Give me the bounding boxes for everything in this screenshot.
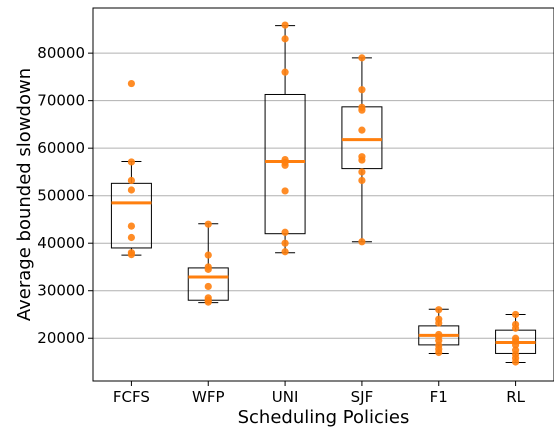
data-point: [127, 176, 136, 185]
data-point: [358, 126, 366, 134]
y-tick-label: 30000: [37, 282, 85, 300]
data-point: [127, 251, 136, 259]
x-tick-label: F1: [430, 388, 448, 406]
plot-area-frame: [92, 7, 554, 382]
data-point: [281, 161, 289, 169]
x-axis-title: Scheduling Policies: [238, 407, 410, 428]
data-point: [127, 79, 136, 88]
x-tick-label: WFP: [192, 388, 225, 406]
y-axis-title: Average bounded slowdown: [14, 68, 35, 321]
y-tick-label: 60000: [37, 139, 85, 157]
grid-lines: [93, 52, 554, 339]
data-point: [281, 21, 289, 29]
x-tick-label: SJF: [351, 388, 374, 406]
data-point: [435, 319, 443, 327]
data-point: [281, 228, 289, 236]
data-point: [358, 54, 366, 62]
data-point: [358, 168, 366, 176]
data-point: [281, 239, 289, 247]
data-point: [204, 298, 212, 306]
box-plots: [110, 25, 537, 363]
y-tick-label: 80000: [37, 44, 85, 62]
data-point: [511, 310, 520, 319]
x-axis-ticks: FCFS WFP UNI SJF F1 RL: [113, 381, 526, 406]
y-tick-label: 70000: [37, 92, 85, 110]
data-point: [358, 238, 366, 246]
data-point: [204, 265, 212, 273]
data-point: [358, 86, 366, 94]
y-tick-label: 50000: [37, 187, 85, 205]
data-point: [358, 176, 366, 185]
data-point: [127, 186, 136, 194]
data-point: [127, 233, 136, 242]
data-point: [204, 220, 212, 228]
data-point: [435, 306, 443, 314]
x-tick-label: RL: [506, 388, 525, 406]
x-tick-label: FCFS: [113, 388, 150, 406]
data-point: [511, 358, 520, 366]
data-point: [204, 251, 212, 259]
y-axis-ticks: 20000 30000 40000 50000 60000 70000 80000: [37, 44, 93, 347]
x-tick-label: UNI: [272, 388, 299, 406]
data-point: [127, 158, 136, 166]
data-point: [281, 68, 289, 76]
data-point: [358, 156, 366, 164]
data-point: [281, 35, 289, 43]
box-sjf: [341, 57, 383, 243]
y-tick-label: 40000: [37, 234, 85, 252]
data-point: [511, 341, 520, 349]
data-point: [511, 324, 520, 332]
data-point: [358, 106, 366, 114]
data-point: [281, 248, 289, 256]
y-tick-label: 20000: [37, 329, 85, 347]
data-point: [204, 282, 212, 291]
data-point: [127, 222, 136, 230]
box-uni: [264, 25, 306, 254]
data-point: [281, 187, 289, 195]
data-point: [435, 348, 443, 357]
data-points: [127, 21, 520, 366]
